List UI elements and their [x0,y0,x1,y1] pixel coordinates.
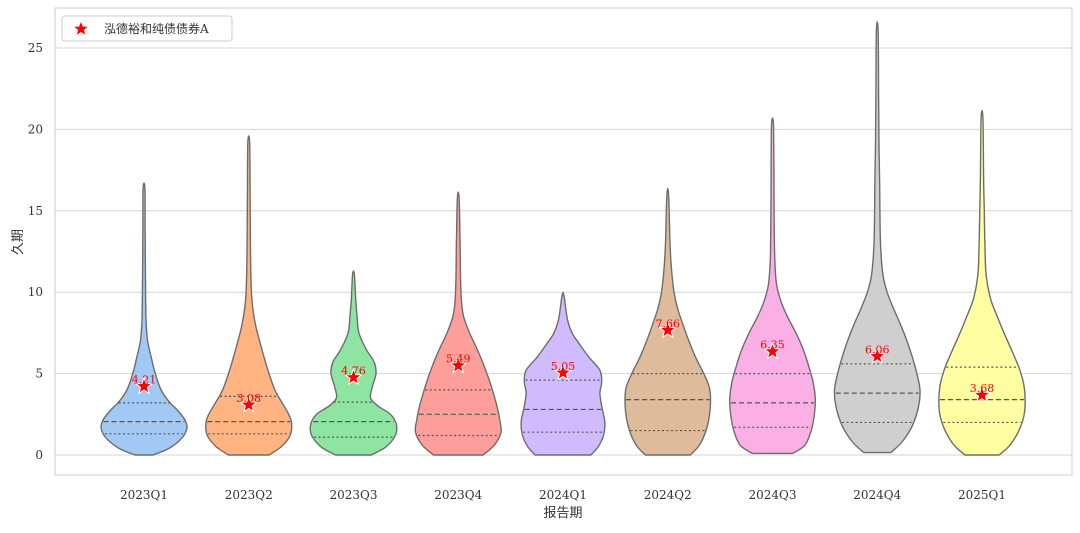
marker-label: 6.06 [865,343,890,356]
violin-body [938,109,1026,456]
marker-2023Q1: 4.21 [132,373,157,395]
y-tick-label: 25 [28,41,43,55]
violin-body [833,21,921,454]
marker-label: 7.66 [656,317,681,330]
star-marker [553,362,573,381]
x-tick-label: 2024Q2 [644,488,692,502]
x-tick-label: 2023Q2 [225,488,273,502]
marker-2023Q3: 4.76 [341,365,366,386]
x-ticks: 2023Q1 2023Q2 2023Q3 2023Q4 2024Q1 2024Q2 2024… [120,488,1006,502]
star-marker [448,355,468,374]
y-tick-label: 15 [28,204,43,218]
marker-2025Q1: 3.68 [970,382,995,404]
star-marker [763,341,782,360]
marker-label: 6.35 [760,339,785,352]
violin-2024Q4 [833,21,921,454]
x-tick-label: 2024Q3 [748,488,796,502]
legend-box [61,15,233,42]
markers: 4.21 3.08 4.76 5.49 5.05 7.66 6.35 6.06 3.68 [132,317,995,413]
violin-2025Q1 [938,109,1026,456]
y-tick-label: 10 [28,285,43,299]
marker-label: 5.49 [446,353,471,366]
star-marker [867,346,887,365]
violin-body [205,135,293,456]
violin-2023Q3 [309,270,398,456]
x-tick-label: 2023Q4 [434,488,482,502]
violin-2023Q1 [100,182,188,456]
x-tick-label: 2023Q3 [329,488,377,502]
y-axis-label: 久期 [11,229,26,255]
x-tick-label: 2024Q4 [853,488,901,502]
violin-body [100,182,188,456]
star-marker [239,395,259,413]
star-marker [344,367,363,386]
marker-label: 4.76 [341,365,366,378]
y-ticks: 0 5 10 15 20 25 [28,41,43,462]
star-marker [972,385,992,404]
y-tick-label: 5 [35,367,43,381]
marker-label: 3.68 [970,382,995,395]
y-tick-label: 20 [28,122,43,136]
marker-2023Q2: 3.08 [237,392,262,413]
marker-label: 5.05 [551,360,576,373]
legend: 泓德裕和纯债债券A [61,15,233,42]
legend-label: 泓德裕和纯债债券A [104,21,209,36]
marker-2024Q1: 5.05 [551,360,576,381]
x-tick-label: 2023Q1 [120,488,168,502]
x-tick-label: 2025Q1 [958,488,1006,502]
marker-label: 4.21 [132,373,157,386]
star-marker [658,320,678,339]
marker-2024Q4: 6.06 [865,343,890,365]
violin-2024Q3 [729,117,817,455]
violin-body [309,270,398,456]
legend-star-icon [74,22,88,35]
marker-2023Q4: 5.49 [446,353,471,374]
y-tick-label: 0 [35,448,43,462]
marker-2024Q3: 6.35 [760,339,785,360]
violin-body [729,117,817,455]
violin-2023Q4 [414,191,502,456]
marker-label: 3.08 [237,392,262,405]
star-marker [134,376,154,395]
x-axis-label: 报告期 [543,506,582,521]
marker-2024Q2: 7.66 [656,317,681,339]
violin-body [414,191,502,456]
x-tick-label: 2024Q1 [539,488,587,502]
